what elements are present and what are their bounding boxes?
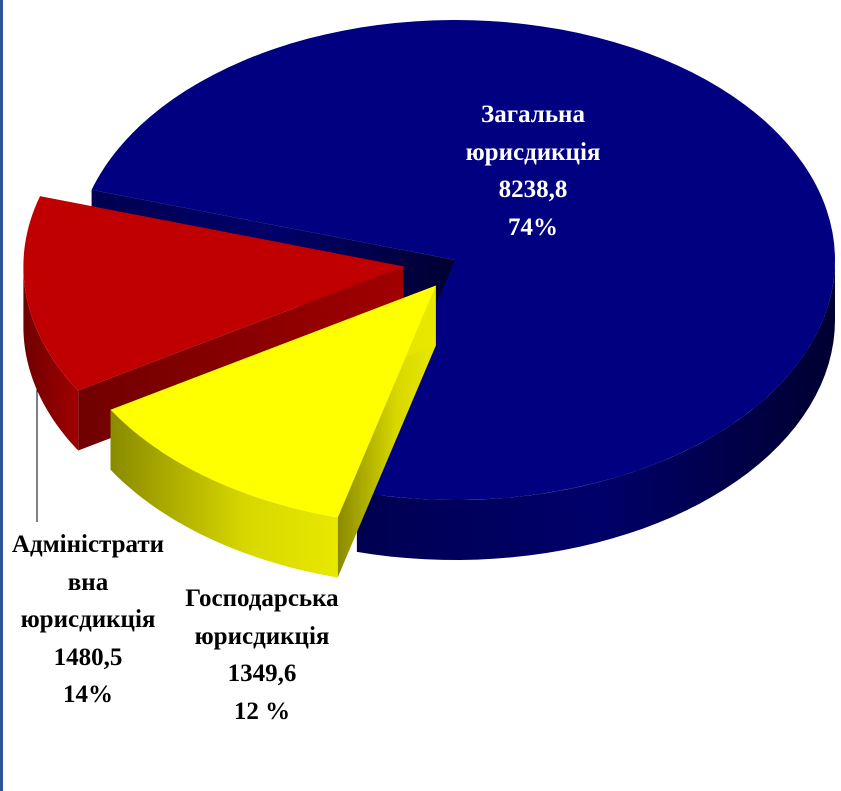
percent-label: 12 %	[233, 697, 291, 725]
value-label: 1349,6	[227, 660, 297, 687]
slice-side	[23, 266, 79, 451]
data-label: Адміністративна юрисдикція 1480,5 14%	[8, 526, 168, 714]
slice-side	[337, 285, 436, 578]
category-label: Адміністративна юрисдикція	[11, 531, 165, 633]
percent-label: 74%	[508, 213, 558, 241]
pie-slice	[110, 285, 436, 518]
value-label: 8238,8	[498, 176, 568, 203]
category-label: Загальна юрисдикція	[465, 101, 601, 166]
percent-label: 14%	[63, 681, 113, 708]
slice-side	[356, 260, 835, 560]
data-label: Господарська юрисдикція 1349,6 12 %	[182, 580, 342, 730]
category-label: Господарська юрисдикція	[185, 585, 339, 650]
value-label: 1480,5	[53, 643, 123, 671]
pie-slice	[23, 196, 404, 391]
slice-side	[110, 409, 338, 578]
pie-slice	[91, 19, 836, 500]
data-label: Загальна юрисдикція 8238,8 74%	[453, 96, 613, 246]
